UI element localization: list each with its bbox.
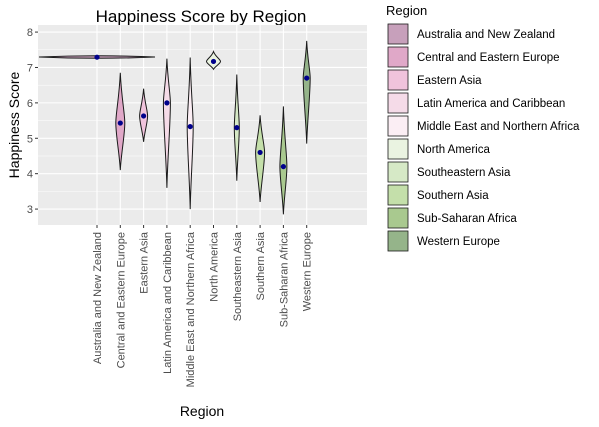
legend-key-1: [387, 23, 409, 45]
x-tick-label: Western Europe: [302, 232, 314, 311]
legend-key-4: [387, 92, 409, 114]
chart-title: Happiness Score by Region: [96, 7, 307, 26]
mean-point-3: [141, 113, 147, 119]
legend-label-3: Eastern Asia: [417, 75, 482, 87]
mean-point-1: [94, 54, 100, 60]
legend-key-7: [387, 161, 409, 183]
legend-key-3: [387, 69, 409, 91]
legend-key-6: [387, 138, 409, 160]
y-tick-label: 7: [27, 62, 33, 74]
x-tick-label: Australia and New Zealand: [92, 232, 104, 364]
mean-point-7: [234, 125, 240, 131]
legend-label-2: Central and Eastern Europe: [417, 52, 560, 64]
x-axis-ticks: Australia and New Zealand Central and Eas…: [92, 225, 314, 387]
y-axis-title: Happiness Score: [6, 71, 22, 178]
legend-label-7: Southeastern Asia: [417, 167, 511, 179]
legend-label-5: Middle East and Northern Africa: [417, 121, 580, 133]
legend-key-10: [387, 230, 409, 252]
violin-5: [186, 57, 194, 210]
x-tick-label: Southern Asia: [255, 231, 267, 300]
x-tick-label: Eastern Asia: [139, 231, 151, 294]
mean-point-10: [304, 75, 310, 81]
legend-key-5: [387, 115, 409, 137]
y-tick-label: 4: [27, 169, 33, 181]
mean-point-8: [257, 149, 263, 156]
legend-label-8: Southern Asia: [417, 190, 489, 202]
violin-10: [302, 40, 311, 144]
mean-point-2: [117, 120, 123, 126]
violin-9: [279, 106, 288, 215]
violins: [38, 40, 311, 215]
y-tick-label: 6: [27, 98, 33, 110]
legend-label-1: Australia and New Zealand: [417, 29, 555, 41]
violin-4: [162, 58, 171, 188]
y-axis-ticks: 3 4 5 6 7 8: [27, 27, 38, 216]
mean-points: [94, 54, 310, 170]
mean-point-5: [187, 123, 193, 130]
y-tick-label: 3: [27, 204, 33, 216]
mean-point-4: [164, 100, 170, 106]
mean-point-9: [280, 163, 286, 170]
mean-point-6: [210, 58, 217, 65]
legend: Australia and New Zealand Central and Eas…: [387, 23, 580, 252]
legend-label-9: Sub-Saharan Africa: [417, 213, 517, 225]
legend-label-6: North America: [417, 144, 490, 156]
legend-label-4: Latin America and Caribbean: [417, 98, 565, 110]
legend-title: Region: [386, 3, 427, 18]
x-axis-title: Region: [180, 403, 224, 419]
x-tick-label: Central and Eastern Europe: [115, 232, 127, 368]
legend-key-8: [387, 184, 409, 206]
plot-panel: [38, 25, 367, 225]
x-tick-label: Southeastern Asia: [232, 231, 244, 321]
x-tick-label: Latin America and Caribbean: [162, 232, 174, 374]
violin-8: [255, 115, 266, 203]
legend-key-9: [387, 207, 409, 229]
y-tick-label: 5: [27, 133, 33, 145]
x-tick-label: Middle East and Northern Africa: [185, 231, 197, 387]
x-tick-label: North America: [209, 231, 221, 302]
y-tick-label: 8: [27, 27, 33, 39]
x-tick-label: Sub-Saharan Africa: [278, 231, 290, 327]
legend-key-2: [387, 46, 409, 68]
legend-label-10: Western Europe: [417, 236, 500, 248]
